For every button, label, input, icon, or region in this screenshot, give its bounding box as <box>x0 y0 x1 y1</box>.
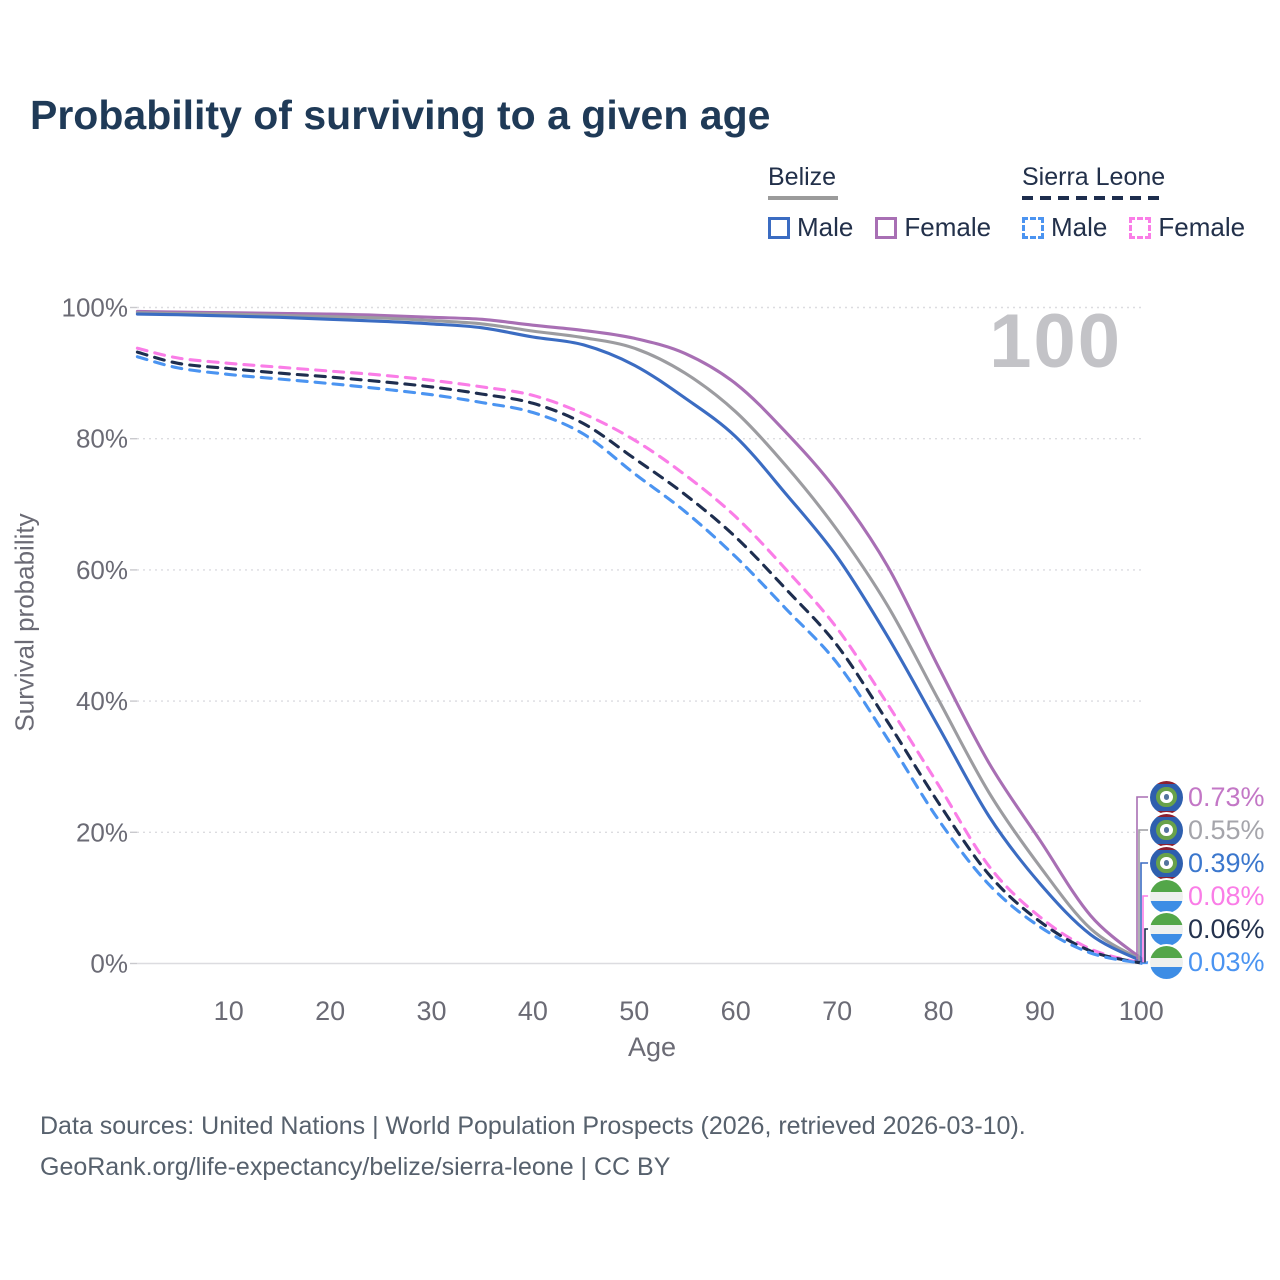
x-tick-label-50: 50 <box>619 996 649 1026</box>
legend-item-belize-male[interactable]: Male <box>768 212 853 243</box>
y-tick-label-40: 40% <box>76 686 128 716</box>
footer-data-sources: Data sources: United Nations | World Pop… <box>40 1112 1026 1140</box>
legend-swatch-belize-male <box>768 216 790 239</box>
x-tick-label-90: 90 <box>1025 996 1055 1026</box>
page-title: Probability of surviving to a given age <box>30 92 771 138</box>
sierra-leone-flag-icon <box>1150 945 1183 979</box>
x-axis-title: Age <box>627 1032 677 1062</box>
y-tick-label-80: 80% <box>76 424 128 454</box>
sierra-leone-flag-icon <box>1150 879 1183 913</box>
legend-header-belize: Belize <box>768 163 837 191</box>
legend-swatch-belize-female <box>875 216 898 239</box>
footer: Data sources: United Nations | World Pop… <box>40 1106 1026 1188</box>
legend-item-sierra-leone-male[interactable]: Male <box>1022 212 1107 243</box>
age-watermark: 100 <box>989 299 1122 384</box>
legend-label-belize-female: Female <box>904 212 992 242</box>
legend-group-belize: Belize Male Female <box>768 163 1013 243</box>
y-tick-label-20: 20% <box>76 817 128 847</box>
x-tick-label-20: 20 <box>315 996 345 1026</box>
end-label-value: 0.55% <box>1188 814 1265 845</box>
legend-item-sierra-leone-female[interactable]: Female <box>1129 212 1245 243</box>
series-line-belize-female <box>135 309 1143 961</box>
end-label-sierra-leone-female: 0.08% <box>1150 879 1265 913</box>
belize-flag-icon <box>1150 846 1183 880</box>
end-label-connector-belize-both-sexes <box>1138 829 1150 961</box>
x-tick-label-100: 100 <box>1119 996 1164 1026</box>
y-tick-label-0: 0% <box>90 949 128 979</box>
end-label-value: 0.03% <box>1188 946 1265 977</box>
legend-label-sierra-leone-male: Male <box>1051 212 1108 242</box>
y-tick-label-60: 60% <box>76 555 128 585</box>
end-label-value: 0.73% <box>1188 781 1265 812</box>
x-tick-label-60: 60 <box>721 996 751 1026</box>
legend-swatch-sierra-leone-female <box>1129 216 1152 239</box>
end-label-belize-male: 0.39% <box>1150 846 1265 880</box>
sierra-leone-flag-icon <box>1150 912 1183 946</box>
end-label-value: 0.39% <box>1188 847 1265 878</box>
series-line-sierra-leone-both-sexes <box>135 350 1143 965</box>
end-label-connector-sierra-leone-male <box>1141 961 1150 965</box>
y-tick-label-100: 100% <box>62 293 129 323</box>
x-tick-label-40: 40 <box>518 996 548 1026</box>
footer-attribution: GeoRank.org/life-expectancy/belize/sierr… <box>40 1153 671 1181</box>
x-tick-label-80: 80 <box>923 996 953 1026</box>
legend-underline-sierra-leone-dashed-line <box>1022 196 1163 200</box>
y-axis-title: Survival probability <box>9 513 40 732</box>
belize-flag-icon <box>1150 813 1183 847</box>
x-tick-label-10: 10 <box>214 996 244 1026</box>
end-label-belize-both-sexes: 0.55% <box>1150 813 1265 847</box>
series-line-sierra-leone-male <box>135 355 1143 965</box>
belize-flag-icon <box>1150 780 1183 814</box>
legend-swatch-sierra-leone-male <box>1022 216 1044 239</box>
x-tick-label-70: 70 <box>822 996 852 1026</box>
series-line-sierra-leone-female <box>135 346 1143 965</box>
series-line-belize-male <box>135 312 1143 963</box>
x-tick-label-30: 30 <box>416 996 446 1026</box>
legend-group-sierra-leone: Sierra Leone Male Female <box>1022 163 1267 243</box>
end-label-connector-belize-male <box>1140 862 1150 962</box>
end-label-sierra-leone-male: 0.03% <box>1150 945 1265 979</box>
end-label-value: 0.06% <box>1188 913 1265 944</box>
legend-label-sierra-leone-female: Female <box>1158 212 1246 242</box>
legend-header-sierra-leone: Sierra Leone <box>1022 163 1166 191</box>
legend-underline-belize-solid-line <box>768 196 838 200</box>
end-label-belize-female: 0.73% <box>1150 780 1265 814</box>
end-label-sierra-leone-both-sexes: 0.06% <box>1150 912 1265 946</box>
legend-label-belize-male: Male <box>797 212 854 242</box>
legend-item-belize-female[interactable]: Female <box>875 212 991 243</box>
series-line-belize-both-sexes <box>135 311 1143 962</box>
end-label-value: 0.08% <box>1188 880 1265 911</box>
